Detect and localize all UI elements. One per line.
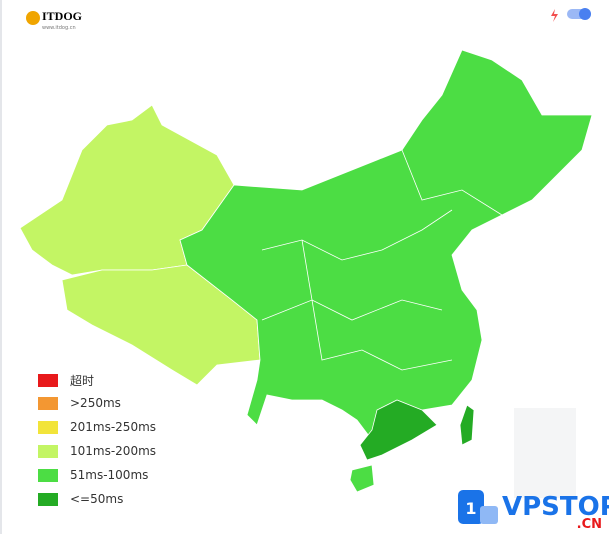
legend-label: <=50ms bbox=[70, 492, 124, 506]
badge bbox=[458, 490, 484, 524]
region-guangdong bbox=[359, 399, 438, 461]
lightning-icon[interactable] bbox=[551, 9, 558, 22]
logo: ITDOG bbox=[42, 9, 82, 23]
legend-item[interactable]: >250ms bbox=[38, 396, 121, 410]
legend-item[interactable]: 51ms-100ms bbox=[38, 468, 148, 482]
legend-swatch bbox=[38, 444, 58, 458]
region-tibet bbox=[61, 264, 261, 386]
legend-swatch bbox=[38, 420, 58, 434]
legend-label: 201ms-250ms bbox=[70, 420, 157, 434]
badge-text: 1 bbox=[465, 499, 476, 518]
border bbox=[261, 299, 453, 371]
legend-item[interactable]: 超时 bbox=[38, 372, 94, 389]
legend-label: >250ms bbox=[70, 396, 121, 410]
logo-icon bbox=[26, 11, 40, 25]
legend-swatch bbox=[38, 468, 58, 482]
logo-sub: www.itdog.cn bbox=[42, 25, 76, 31]
legend-label: 51ms-100ms bbox=[70, 468, 149, 482]
border bbox=[301, 239, 443, 321]
legend-swatch bbox=[38, 492, 58, 506]
legend-item[interactable]: 201ms-250ms bbox=[38, 420, 156, 434]
brand: VPSTOP bbox=[502, 492, 609, 522]
inset-map bbox=[514, 408, 576, 498]
china-map bbox=[19, 49, 593, 493]
legend-swatch bbox=[38, 374, 58, 387]
legend-swatch bbox=[38, 396, 58, 410]
brand-suffix: .CN bbox=[577, 517, 602, 532]
border bbox=[401, 149, 503, 216]
region-mainland bbox=[179, 49, 593, 441]
legend-label: 超时 bbox=[70, 374, 95, 388]
badge-back bbox=[480, 506, 498, 524]
legend-item[interactable]: <=50ms bbox=[38, 492, 123, 506]
legend-item[interactable]: 101ms-200ms bbox=[38, 444, 156, 458]
border bbox=[261, 209, 453, 261]
region-taiwan bbox=[459, 404, 475, 446]
region-hainan bbox=[349, 464, 375, 493]
legend-label: 101ms-200ms bbox=[70, 444, 157, 458]
toggle-knob[interactable] bbox=[579, 8, 591, 20]
